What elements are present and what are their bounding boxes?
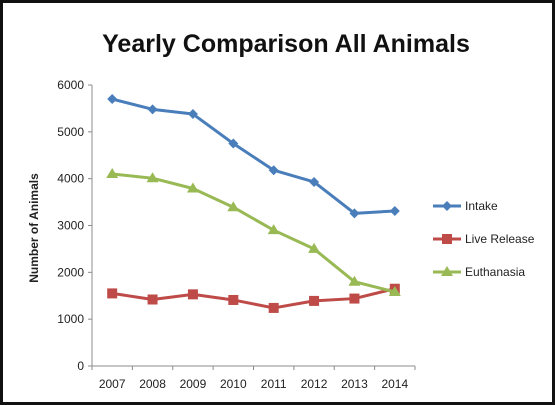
data-point-euthanasia	[388, 286, 401, 297]
y-tick-label: 4000	[57, 172, 84, 186]
data-point-live-release	[187, 289, 198, 300]
data-point-intake	[147, 104, 158, 115]
data-point-live-release	[147, 294, 158, 305]
y-tick-label: 3000	[57, 219, 84, 233]
y-axis-label: Number of Animals	[27, 173, 41, 283]
data-point-live-release	[268, 302, 279, 313]
y-tick-label: 5000	[57, 125, 84, 139]
legend-item-euthanasia: Euthanasia	[433, 265, 525, 279]
data-point-live-release	[349, 293, 360, 304]
legend-marker-intake	[442, 201, 452, 211]
data-point-euthanasia	[348, 275, 361, 286]
x-tick-label: 2013	[341, 377, 368, 391]
chart-title: Yearly Comparison All Animals	[102, 30, 470, 58]
series-euthanasia	[106, 167, 401, 297]
y-tick-labels: 0 1000 2000 3000 4000 5000 6000	[57, 78, 92, 373]
data-point-live-release	[107, 288, 118, 299]
data-point-live-release	[228, 294, 239, 305]
series-intake	[107, 94, 400, 219]
legend-label-live-release: Live Release	[465, 232, 535, 246]
x-tick-label: 2012	[301, 377, 328, 391]
series-line-live-release	[111, 287, 396, 310]
data-point-intake	[389, 205, 400, 216]
legend-item-live-release: Live Release	[433, 232, 535, 246]
x-tick-label: 2011	[261, 377, 287, 391]
data-point-intake	[309, 176, 320, 187]
legend-label-intake: Intake	[465, 199, 498, 213]
data-point-live-release	[309, 295, 320, 306]
data-point-euthanasia	[146, 172, 159, 183]
data-point-euthanasia	[267, 224, 280, 235]
y-tick-label: 0	[77, 359, 84, 373]
y-tick-label: 6000	[57, 78, 84, 92]
data-point-euthanasia	[308, 242, 321, 253]
x-tick-labels: 2007 2008 2009 2010 2011 2012 2013 2014	[91, 366, 416, 391]
x-tick-label: 2014	[381, 377, 408, 391]
data-point-euthanasia	[227, 201, 240, 212]
data-point-intake	[268, 165, 279, 176]
x-tick-label: 2008	[139, 377, 166, 391]
series-line-euthanasia	[112, 172, 396, 294]
x-tick-label: 2007	[99, 377, 126, 391]
legend-marker-live-release	[442, 234, 452, 244]
data-point-euthanasia	[106, 167, 119, 178]
series-line-intake	[111, 97, 395, 215]
series-group	[106, 94, 401, 313]
x-tick-label: 2009	[180, 377, 207, 391]
y-tick-label: 2000	[57, 265, 84, 279]
x-tick-label: 2010	[220, 377, 247, 391]
axes	[91, 85, 415, 367]
data-point-euthanasia	[186, 182, 199, 193]
legend-item-intake: Intake	[433, 199, 498, 213]
y-tick-label: 1000	[57, 312, 84, 326]
legend-label-euthanasia: Euthanasia	[465, 265, 525, 279]
data-point-intake	[228, 138, 239, 149]
legend: Intake Live Release Euthanasia	[433, 199, 535, 279]
series-live-release	[107, 283, 400, 313]
data-point-intake	[107, 94, 118, 105]
data-point-intake	[187, 109, 198, 120]
data-point-intake	[349, 208, 360, 219]
legend-marker-euthanasia	[441, 266, 453, 276]
